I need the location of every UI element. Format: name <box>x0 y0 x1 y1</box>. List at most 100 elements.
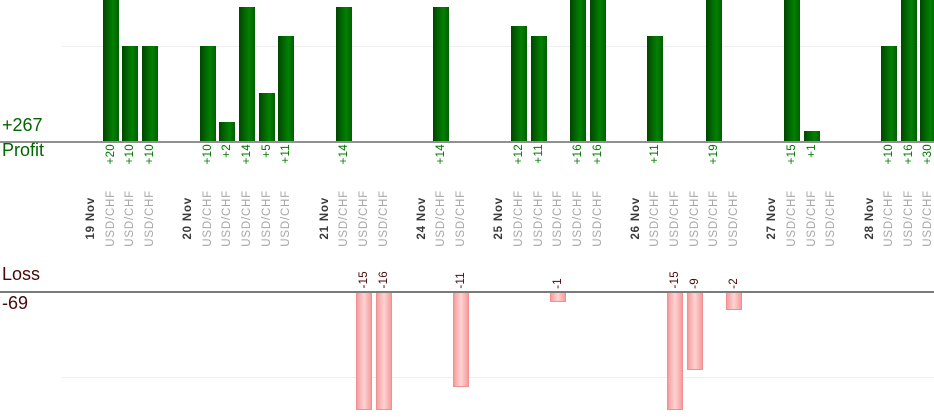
bar-value-label-text: +16 <box>902 144 915 165</box>
bar-value-label: +16 <box>590 144 606 202</box>
profit-bar <box>278 35 295 141</box>
instrument-label: USD/CHF <box>823 183 839 253</box>
profit-bar <box>530 35 547 141</box>
bar-value-label-text: +5 <box>260 144 273 158</box>
profit-gridline <box>62 46 934 47</box>
bar-value-label: +10 <box>881 144 897 202</box>
profit-bar <box>706 0 723 141</box>
profit-bar <box>122 45 139 141</box>
loss-bar <box>726 293 742 310</box>
bar-value-label: +16 <box>570 144 586 202</box>
bar-value-label-text: +14 <box>338 144 351 165</box>
profit-total-label: +267 <box>2 115 43 135</box>
bar-value-label-text: -16 <box>377 271 390 289</box>
bar-value-label-text: +11 <box>532 144 545 164</box>
bar-value-label: +2 <box>219 144 235 202</box>
loss-gridline <box>62 377 934 378</box>
profit-axis-line <box>0 141 934 143</box>
date-label-text: 27 Nov <box>766 196 779 240</box>
profit-bar <box>647 35 664 141</box>
bar-value-label-text: +30 <box>922 144 934 165</box>
profit-bar <box>510 26 527 141</box>
date-label-text: 21 Nov <box>318 196 331 240</box>
profit-bar <box>569 0 586 141</box>
profit-bar <box>141 45 158 141</box>
instrument-label-text: USD/CHF <box>825 189 838 247</box>
bar-value-label: +20 <box>103 144 119 202</box>
date-label-text: 26 Nov <box>629 196 642 240</box>
date-label: 27 Nov <box>764 183 780 253</box>
date-label: 25 Nov <box>491 183 507 253</box>
bar-value-label: -15 <box>356 228 372 289</box>
date-label: 26 Nov <box>628 183 644 253</box>
bar-value-label: -1 <box>550 228 566 289</box>
date-label-text: 19 Nov <box>84 196 97 240</box>
bar-value-label-text: -1 <box>552 278 565 289</box>
profit-bar <box>336 7 353 141</box>
date-label-text: 20 Nov <box>182 196 194 240</box>
bar-value-label: -15 <box>667 228 683 289</box>
profit-bar <box>881 45 898 141</box>
loss-total-label: -69 <box>2 293 29 313</box>
date-label: 24 Nov <box>414 183 430 253</box>
bar-value-label: +10 <box>200 144 216 202</box>
bar-value-label-text: -2 <box>728 278 740 289</box>
bar-value-label-text: +12 <box>512 144 525 165</box>
bar-value-label-text: +14 <box>241 144 253 165</box>
bar-value-label-text: +16 <box>591 144 604 165</box>
bar-value-label: +1 <box>804 144 820 202</box>
bar-value-label: +11 <box>278 144 294 202</box>
loss-bar <box>667 293 684 410</box>
bar-value-label: +11 <box>647 144 663 202</box>
profit-bar <box>900 0 917 141</box>
bar-value-label-text: +11 <box>280 144 293 164</box>
bar-value-label-text: +15 <box>785 144 798 165</box>
bar-value-label-text: +11 <box>649 144 662 164</box>
bar-value-label-text: +19 <box>708 144 721 165</box>
profit-bar <box>783 0 800 141</box>
bar-value-label-text: -9 <box>688 278 701 289</box>
profit-bar <box>239 7 255 141</box>
profit-bar <box>803 131 820 141</box>
bar-value-label-text: -15 <box>669 271 682 289</box>
bar-value-label-text: +10 <box>883 144 896 165</box>
date-label: 21 Nov <box>317 183 333 253</box>
date-label: 19 Nov <box>83 183 99 253</box>
bar-value-label: +5 <box>259 144 275 202</box>
bar-value-label-text: +10 <box>143 144 156 165</box>
date-label-text: 28 Nov <box>863 196 876 240</box>
profit-bar <box>433 7 450 141</box>
bar-value-label: +14 <box>433 144 449 202</box>
date-label-text: 24 Nov <box>415 196 428 240</box>
profit-bar <box>199 45 216 141</box>
bar-value-label: +30 <box>920 144 934 202</box>
bar-value-label: +10 <box>142 144 158 202</box>
bar-value-label: -16 <box>376 228 392 289</box>
bar-value-label: +14 <box>239 144 255 202</box>
bar-value-label: -9 <box>687 228 703 289</box>
bar-value-label: +12 <box>511 144 527 202</box>
bar-value-label-text: +20 <box>104 144 117 165</box>
profit-bar <box>219 121 236 141</box>
bar-value-label-text: +16 <box>571 144 584 165</box>
bar-value-label: +10 <box>122 144 138 202</box>
bar-value-label: +11 <box>531 144 547 202</box>
profit-bar <box>258 93 275 142</box>
loss-bar <box>686 293 703 370</box>
loss-bar <box>453 293 469 387</box>
bar-value-label-text: +14 <box>435 144 448 165</box>
profit-bar <box>589 0 606 141</box>
bar-value-label: +15 <box>784 144 800 202</box>
bar-value-label-text: -15 <box>357 271 370 289</box>
bar-value-label-text: +10 <box>201 144 214 165</box>
loss-axis-line <box>0 291 934 293</box>
loss-bar <box>550 293 567 302</box>
loss-bar <box>375 293 392 410</box>
profit-bar <box>102 0 119 141</box>
bar-value-label-text: -11 <box>455 272 467 289</box>
bar-value-label: +14 <box>336 144 352 202</box>
bar-value-label: +16 <box>901 144 917 202</box>
bar-value-label-text: +10 <box>124 144 137 165</box>
date-label: 28 Nov <box>862 183 878 253</box>
